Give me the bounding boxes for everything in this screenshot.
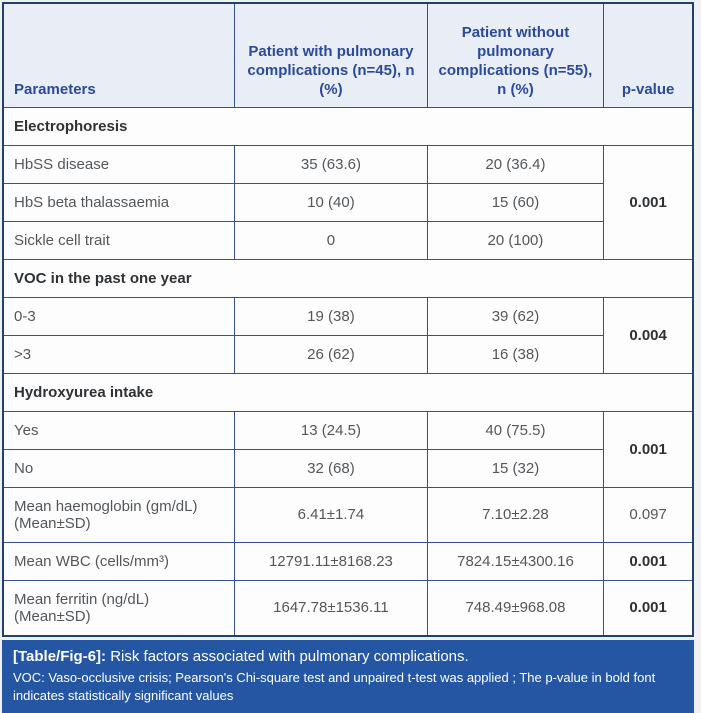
table-row: Yes 13 (24.5) 40 (75.5) 0.001 — [2, 410, 694, 488]
value-without-complications: 7.10±2.28 — [426, 486, 605, 543]
row-label: 0-3 — [2, 296, 236, 336]
table-row: HbSS disease 35 (63.6) 20 (36.4) 0.001 — [2, 144, 694, 260]
row-label: Mean ferritin (ng/dL) (Mean±SD) — [2, 579, 236, 636]
value-without-complications: 20 (36.4) — [426, 144, 605, 184]
table-row: Sickle cell trait 0 20 (100) — [2, 220, 693, 260]
row-label: Sickle cell trait — [2, 220, 236, 260]
section-title: Hydroxyurea intake — [2, 372, 694, 412]
value-without-complications: 15 (60) — [426, 182, 605, 222]
value-without-complications: 39 (62) — [426, 296, 605, 336]
table-caption-label: [Table/Fig-6]: — [13, 647, 107, 665]
table-row: No 32 (68) 15 (32) — [2, 448, 693, 488]
table-row: Mean haemoglobin (gm/dL) (Mean±SD) 6.41±… — [2, 486, 694, 543]
section-title: Electrophoresis — [2, 106, 694, 146]
value-without-complications: 20 (100) — [426, 220, 605, 260]
risk-factors-table: Parameters Patient with pulmonary compli… — [2, 2, 694, 637]
table-caption-band: [Table/Fig-6]: Risk factors associated w… — [2, 639, 694, 713]
row-label: HbSS disease — [2, 144, 236, 184]
table-row: 0-3 19 (38) 39 (62) 0.004 — [2, 296, 694, 374]
section-title: VOC in the past one year — [2, 258, 694, 298]
value-with-complications: 12791.11±8168.23 — [234, 541, 428, 581]
section-row-voc: VOC in the past one year — [2, 258, 694, 298]
table-row: >3 26 (62) 16 (38) — [2, 334, 693, 374]
column-header-without-complications: Patient without pulmonary complications … — [426, 2, 605, 108]
table-row: Mean ferritin (ng/dL) (Mean±SD) 1647.78±… — [2, 579, 694, 636]
value-with-complications: 13 (24.5) — [234, 410, 428, 450]
row-label: Mean WBC (cells/mm³) — [2, 541, 236, 581]
row-label: HbS beta thalassaemia — [2, 182, 236, 222]
table-header-row: Parameters Patient with pulmonary compli… — [2, 2, 694, 108]
value-with-complications: 26 (62) — [234, 334, 428, 374]
p-value-cell: 0.001 — [603, 541, 694, 581]
p-value-cell: 0.004 — [603, 296, 694, 374]
value-with-complications: 19 (38) — [234, 296, 428, 336]
table-footnote: VOC: Vaso-occlusive crisis; Pearson's Ch… — [13, 669, 656, 703]
p-value-cell: 0.097 — [603, 486, 694, 543]
value-with-complications: 6.41±1.74 — [234, 486, 428, 543]
value-with-complications: 35 (63.6) — [234, 144, 428, 184]
row-label: Mean haemoglobin (gm/dL) (Mean±SD) — [2, 486, 236, 543]
value-with-complications: 0 — [234, 220, 428, 260]
table-row: HbS beta thalassaemia 10 (40) 15 (60) — [2, 182, 693, 222]
column-header-with-complications: Patient with pulmonary complications (n=… — [234, 2, 428, 108]
p-value-cell: 0.001 — [603, 579, 694, 636]
section-row-hydroxyurea: Hydroxyurea intake — [2, 372, 694, 412]
value-without-complications: 40 (75.5) — [426, 410, 605, 450]
section-row-electrophoresis: Electrophoresis — [2, 106, 694, 146]
p-value-cell: 0.001 — [603, 410, 694, 488]
row-label: No — [2, 448, 236, 488]
value-without-complications: 15 (32) — [426, 448, 605, 488]
value-with-complications: 1647.78±1536.11 — [234, 579, 428, 636]
table-caption: [Table/Fig-6]: Risk factors associated w… — [13, 647, 683, 667]
column-header-parameters: Parameters — [2, 2, 236, 108]
p-value-cell: 0.001 — [603, 144, 694, 260]
value-with-complications: 32 (68) — [234, 448, 428, 488]
table-caption-text: Risk factors associated with pulmonary c… — [110, 647, 469, 665]
table-row: Mean WBC (cells/mm³) 12791.11±8168.23 78… — [2, 541, 694, 581]
row-label: Yes — [2, 410, 236, 450]
column-header-p-value: p-value — [603, 2, 694, 108]
row-label: >3 — [2, 334, 236, 374]
value-without-complications: 7824.15±4300.16 — [426, 541, 605, 581]
value-with-complications: 10 (40) — [234, 182, 428, 222]
value-without-complications: 748.49±968.08 — [426, 579, 605, 636]
value-without-complications: 16 (38) — [426, 334, 605, 374]
